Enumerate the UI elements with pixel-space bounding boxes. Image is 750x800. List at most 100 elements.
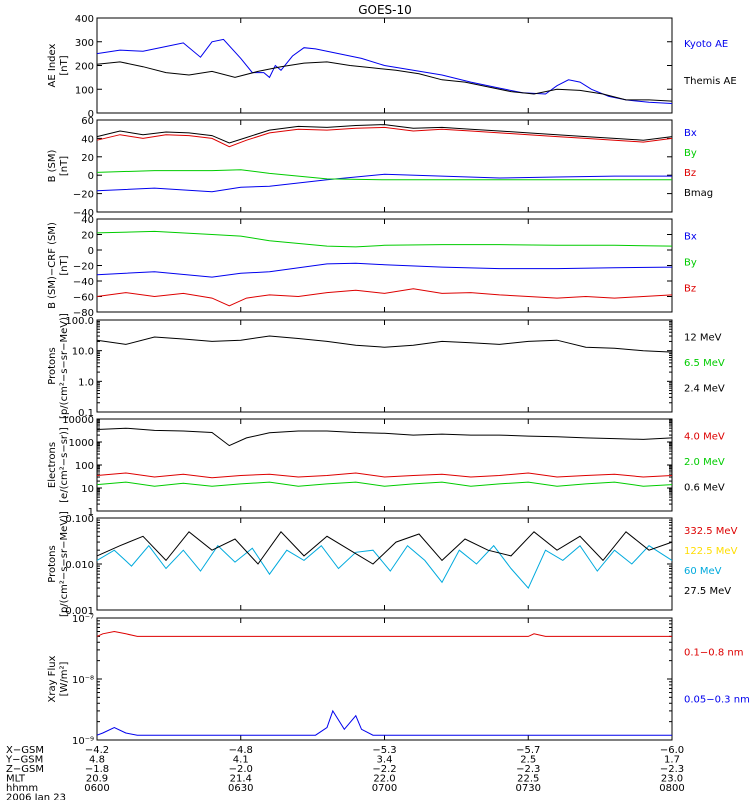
y-axis-label: B (SM) — [47, 149, 58, 182]
x-axis-date: 2006 Jan 23 — [6, 793, 66, 800]
x-row-value: 2.5 — [520, 755, 536, 766]
y-tick-label: 10 — [81, 484, 94, 495]
legend-entry: Themis AE — [683, 76, 737, 87]
y-tick-label: 40 — [81, 134, 94, 145]
legend-entry: 60 MeV — [684, 566, 722, 577]
series-line — [96, 427, 673, 447]
x-row-value: −5.3 — [372, 745, 396, 756]
y-axis-label: AE Index — [47, 43, 58, 87]
y-axis-label: [e/(cm²−s−sr)] — [59, 427, 70, 503]
y-axis-label: Xray Flux — [47, 655, 58, 702]
y-tick-label: 0 — [88, 171, 94, 182]
y-tick-label: −80 — [73, 308, 94, 319]
y-tick-label: 60 — [81, 116, 94, 127]
x-row-value: 21.4 — [230, 774, 252, 785]
y-tick-label: −20 — [73, 190, 94, 201]
panel-2: −40 −20 0 20 40 60 B (SM) [nT] Bx By Bz Bmag — [47, 116, 713, 219]
x-row-label: Y−GSM — [5, 755, 43, 766]
series-line — [96, 38, 673, 104]
legend-entry: 12 MeV — [684, 332, 722, 343]
y-axis-label: [nT] — [59, 156, 70, 176]
x-row-value: 1.7 — [664, 755, 680, 766]
legend-entry: Bz — [684, 168, 696, 179]
legend-entry: Bmag — [684, 188, 713, 199]
y-axis-label: [nT] — [59, 255, 70, 275]
y-tick-label: −60 — [73, 293, 94, 304]
legend-entry: 27.5 MeV — [684, 586, 731, 597]
y-tick-label: 0.010 — [65, 560, 94, 571]
series-line — [96, 169, 672, 181]
series-line — [96, 709, 672, 736]
legend-entry: Bx — [684, 128, 697, 139]
x-row-label: hhmm — [6, 783, 38, 794]
figure-title: GOES-10 — [358, 3, 412, 17]
legend-entry: 122.5 MeV — [684, 546, 738, 557]
legend-entry: Bx — [684, 232, 697, 243]
legend-entry: Bz — [684, 283, 696, 294]
x-row-value: −2.3 — [660, 764, 684, 775]
x-row-value: −4.8 — [229, 745, 253, 756]
panel-3: −80 −60 −40 −20 0 20 40 B (SM)−CRF (SM) [nT] Bx By… — [47, 215, 697, 319]
y-tick-label: 20 — [81, 231, 94, 242]
y-tick-label: −20 — [73, 262, 94, 273]
legend-entry: 6.5 MeV — [684, 358, 725, 369]
series-line — [96, 481, 673, 487]
y-axis-label: Protons — [47, 545, 58, 582]
x-row-value: 0730 — [516, 783, 541, 794]
y-tick-label: 100 — [75, 85, 94, 96]
y-axis-label: Electrons — [47, 442, 58, 488]
legend-entry: By — [684, 258, 697, 269]
legend-entry: 2.4 MeV — [684, 384, 725, 395]
y-tick-label: 0 — [88, 109, 94, 120]
legend-entry: Kyoto AE — [684, 39, 728, 50]
x-row-value: −2.3 — [516, 764, 540, 775]
y-tick-label: 400 — [75, 14, 94, 25]
y-tick-label: 40 — [81, 215, 94, 226]
y-tick-label: 10⁻⁸ — [72, 675, 94, 686]
x-axis-table: X−GSM −4.2 −4.8 −5.3 −5.7 −6.0 Y−GSM 4.8 4.1 3.4 2… — [5, 745, 685, 800]
x-row-value: 20.9 — [86, 774, 108, 785]
series-line — [96, 288, 673, 307]
y-tick-label: 0.100 — [65, 514, 94, 525]
series-line — [96, 124, 673, 144]
panel-frame — [96, 319, 673, 413]
x-row-value: −6.0 — [660, 745, 684, 756]
y-tick-label: −40 — [73, 277, 94, 288]
x-row-value: 0630 — [228, 783, 253, 794]
panel-6: 0.001 0.010 0.100 Protons [p/(cm²−s−sr−MeV)]… — [47, 511, 738, 617]
x-row-value: 4.8 — [89, 755, 105, 766]
x-row-value: −4.2 — [85, 745, 109, 756]
y-tick-label: 10000 — [62, 415, 94, 426]
y-tick-label: 10⁻⁹ — [72, 736, 94, 747]
x-row-label: Z−GSM — [6, 764, 44, 775]
series-line — [96, 173, 672, 193]
y-tick-label: 1000 — [69, 438, 94, 449]
y-tick-label: 1 — [88, 507, 94, 518]
x-row-value: 0600 — [84, 783, 109, 794]
x-row-value: 22.0 — [373, 774, 395, 785]
panel-1: 0 100 200 300 400 AE Index [nT] Kyoto AE Themis … — [47, 14, 737, 120]
y-tick-label: 10⁻⁷ — [72, 614, 94, 625]
series-line — [96, 262, 673, 278]
y-axis-label: [W/m²] — [59, 661, 70, 696]
y-tick-label: 10.0 — [72, 347, 94, 358]
y-tick-label: 200 — [75, 62, 94, 73]
legend-entry: 0.1−0.8 nm — [684, 648, 743, 659]
y-axis-label: [nT] — [59, 55, 70, 75]
x-row-value: −1.8 — [85, 764, 109, 775]
legend-entry: 4.0 MeV — [684, 431, 725, 442]
x-row-value: −2.2 — [372, 764, 396, 775]
series-line — [96, 472, 673, 479]
x-row-value: 0700 — [372, 783, 397, 794]
x-row-value: 22.5 — [517, 774, 539, 785]
x-row-value: 4.1 — [233, 755, 249, 766]
legend-entry: 2.0 MeV — [684, 457, 725, 468]
x-row-value: −5.7 — [516, 745, 540, 756]
series-line — [96, 544, 673, 590]
legend-entry: 0.05−0.3 nm — [684, 694, 750, 705]
series-line — [96, 61, 673, 102]
panel-4: 0.1 1.0 10.0 100.0 Protons [p/(cm²−s−sr−MeV)]… — [47, 313, 725, 419]
series-line — [96, 230, 673, 248]
